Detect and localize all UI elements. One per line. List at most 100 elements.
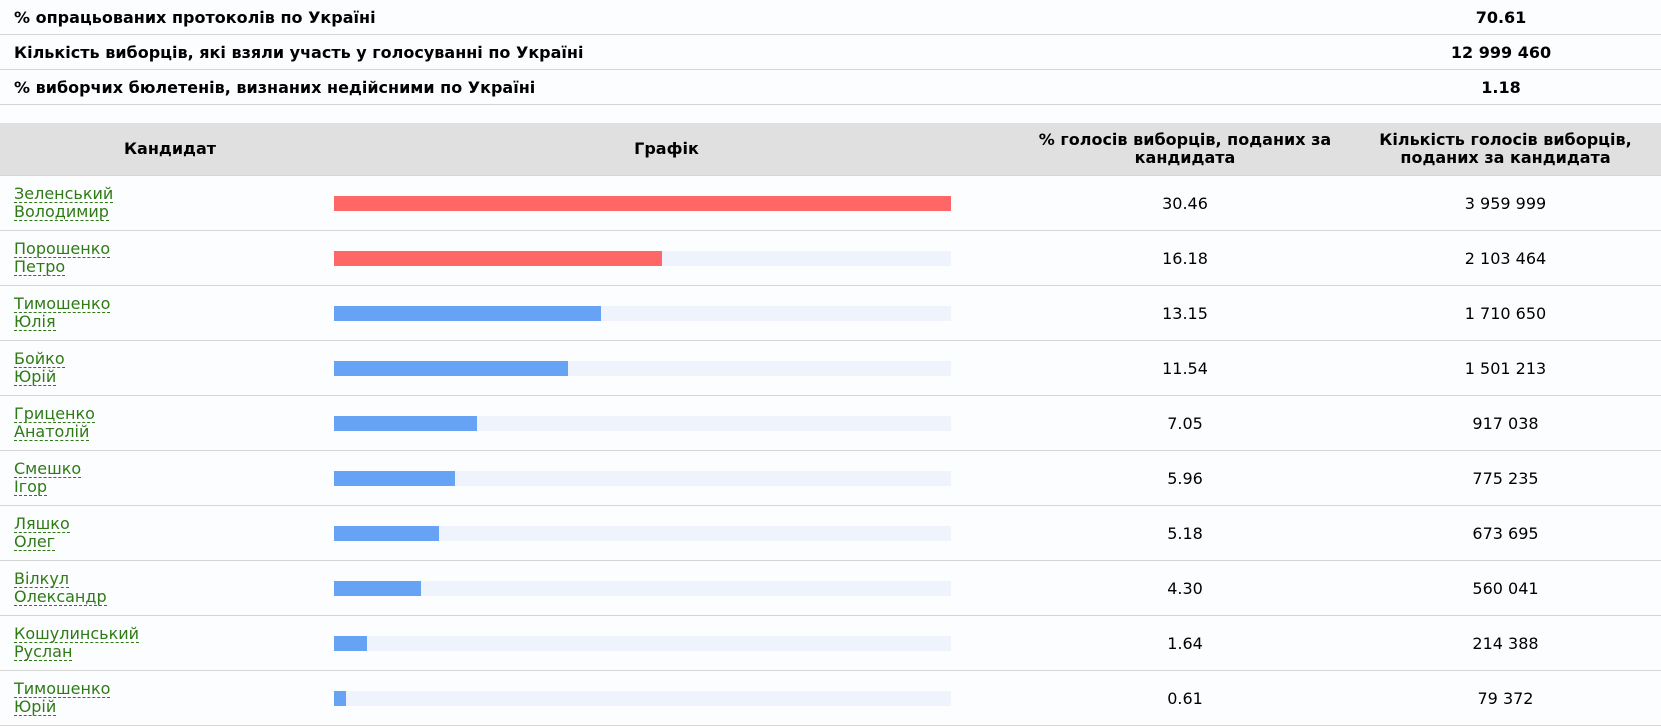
summary-row: % виборчих бюлетенів, визнаних недійсним…: [0, 69, 1661, 105]
vote-bar-fill: [334, 305, 601, 321]
summary-value: 70.61: [1341, 0, 1661, 35]
chart-cell: [334, 285, 1020, 341]
chart-cell: [334, 340, 1020, 396]
candidate-given-name-link[interactable]: Олег: [14, 532, 56, 551]
header-votes-line2: поданих за кандидата: [1400, 148, 1611, 167]
candidate-row: Бойко Юрій 11.54 1 501 213: [0, 340, 1661, 396]
candidate-name-cell: Тимошенко Юрій: [0, 670, 340, 726]
vote-bar-fill: [334, 360, 568, 376]
vote-percent: 13.15: [1020, 285, 1350, 341]
vote-bar-track: [334, 690, 951, 706]
chart-cell: [334, 450, 1020, 506]
summary-value: 1.18: [1341, 69, 1661, 105]
header-chart: Графік: [340, 123, 1020, 176]
vote-percent: 30.46: [1020, 175, 1350, 231]
vote-bar-track: [334, 525, 951, 541]
vote-percent: 5.18: [1020, 505, 1350, 561]
vote-count: 560 041: [1350, 560, 1661, 616]
vote-bar-fill: [334, 580, 421, 596]
candidate-name-cell: Смешко Ігор: [0, 450, 340, 506]
vote-count: 775 235: [1350, 450, 1661, 506]
results-table: Кандидат Графік % голосів виборців, пода…: [0, 123, 1661, 726]
vote-percent: 11.54: [1020, 340, 1350, 396]
header-chart-label: Графік: [634, 139, 699, 158]
candidate-row: Тимошенко Юлія 13.15 1 710 650: [0, 285, 1661, 341]
candidate-given-name-link[interactable]: Ігор: [14, 477, 48, 496]
candidate-surname-link[interactable]: Порошенко: [14, 239, 111, 258]
vote-bar-fill: [334, 635, 368, 651]
chart-cell: [334, 670, 1020, 726]
vote-bar-fill: [334, 250, 662, 266]
vote-percent: 1.64: [1020, 615, 1350, 671]
candidate-surname-link[interactable]: Бойко: [14, 349, 65, 368]
candidate-row: Ляшко Олег 5.18 673 695: [0, 505, 1661, 561]
vote-count: 3 959 999: [1350, 175, 1661, 231]
candidate-surname-link[interactable]: Гриценко: [14, 404, 95, 423]
vote-bar-track: [334, 415, 951, 431]
vote-bar-track: [334, 580, 951, 596]
header-votes-line1: Кількість голосів виборців,: [1379, 130, 1632, 149]
candidate-name-cell: Вілкул Олександр: [0, 560, 340, 616]
candidate-surname-link[interactable]: Зеленський: [14, 184, 114, 203]
candidate-surname-link[interactable]: Смешко: [14, 459, 82, 478]
vote-bar-fill: [334, 525, 439, 541]
candidate-surname-link[interactable]: Тимошенко: [14, 294, 111, 313]
results-header-row: Кандидат Графік % голосів виборців, пода…: [0, 123, 1661, 176]
candidate-given-name-link[interactable]: Юрій: [14, 367, 57, 386]
vote-bar-fill: [334, 195, 951, 211]
vote-bar-track: [334, 305, 951, 321]
chart-cell: [334, 175, 1020, 231]
candidate-given-name-link[interactable]: Петро: [14, 257, 66, 276]
vote-count: 1 710 650: [1350, 285, 1661, 341]
vote-bar-fill: [334, 415, 477, 431]
summary-row: % опрацьованих протоколів по Україні 70.6…: [0, 0, 1661, 35]
vote-bar-track: [334, 195, 951, 211]
summary-label: % виборчих бюлетенів, визнаних недійсним…: [0, 69, 1341, 105]
vote-bar-track: [334, 470, 951, 486]
candidate-row: Зеленський Володимир 30.46 3 959 999: [0, 175, 1661, 231]
candidate-given-name-link[interactable]: Володимир: [14, 202, 109, 221]
vote-bar-fill: [334, 470, 455, 486]
candidate-name-cell: Бойко Юрій: [0, 340, 340, 396]
header-percent: % голосів виборців, поданих за кандидата: [1020, 123, 1350, 176]
chart-cell: [334, 395, 1020, 451]
header-candidate-label: Кандидат: [123, 139, 217, 158]
header-percent-line2: кандидата: [1134, 148, 1236, 167]
candidate-surname-link[interactable]: Вілкул: [14, 569, 70, 588]
candidate-given-name-link[interactable]: Анатолій: [14, 422, 90, 441]
vote-count: 917 038: [1350, 395, 1661, 451]
vote-percent: 7.05: [1020, 395, 1350, 451]
chart-cell: [334, 615, 1020, 671]
candidate-surname-link[interactable]: Тимошенко: [14, 679, 111, 698]
candidate-row: Гриценко Анатолій 7.05 917 038: [0, 395, 1661, 451]
candidate-name-cell: Кошулинський Руслан: [0, 615, 340, 671]
vote-count: 2 103 464: [1350, 230, 1661, 286]
vote-bar-track: [334, 635, 951, 651]
chart-cell: [334, 560, 1020, 616]
vote-bar-track: [334, 250, 951, 266]
candidate-surname-link[interactable]: Ляшко: [14, 514, 70, 533]
header-percent-line1: % голосів виборців, поданих за: [1038, 130, 1332, 149]
summary-label: Кількість виборців, які взяли участь у г…: [0, 34, 1341, 70]
vote-count: 1 501 213: [1350, 340, 1661, 396]
candidate-name-cell: Зеленський Володимир: [0, 175, 340, 231]
candidate-row: Порошенко Петро 16.18 2 103 464: [0, 230, 1661, 286]
section-gap: [0, 105, 1661, 123]
vote-percent: 5.96: [1020, 450, 1350, 506]
summary-row: Кількість виборців, які взяли участь у г…: [0, 34, 1661, 70]
vote-count: 214 388: [1350, 615, 1661, 671]
vote-count: 673 695: [1350, 505, 1661, 561]
candidate-given-name-link[interactable]: Юлія: [14, 312, 56, 331]
candidate-given-name-link[interactable]: Руслан: [14, 642, 73, 661]
candidate-row: Кошулинський Руслан 1.64 214 388: [0, 615, 1661, 671]
candidate-row: Вілкул Олександр 4.30 560 041: [0, 560, 1661, 616]
candidate-given-name-link[interactable]: Олександр: [14, 587, 107, 606]
vote-count: 79 372: [1350, 670, 1661, 726]
candidate-surname-link[interactable]: Кошулинський: [14, 624, 140, 643]
summary-label: % опрацьованих протоколів по Україні: [0, 0, 1341, 35]
vote-percent: 4.30: [1020, 560, 1350, 616]
candidate-row: Смешко Ігор 5.96 775 235: [0, 450, 1661, 506]
candidate-given-name-link[interactable]: Юрій: [14, 697, 57, 716]
vote-percent: 0.61: [1020, 670, 1350, 726]
candidate-name-cell: Ляшко Олег: [0, 505, 340, 561]
